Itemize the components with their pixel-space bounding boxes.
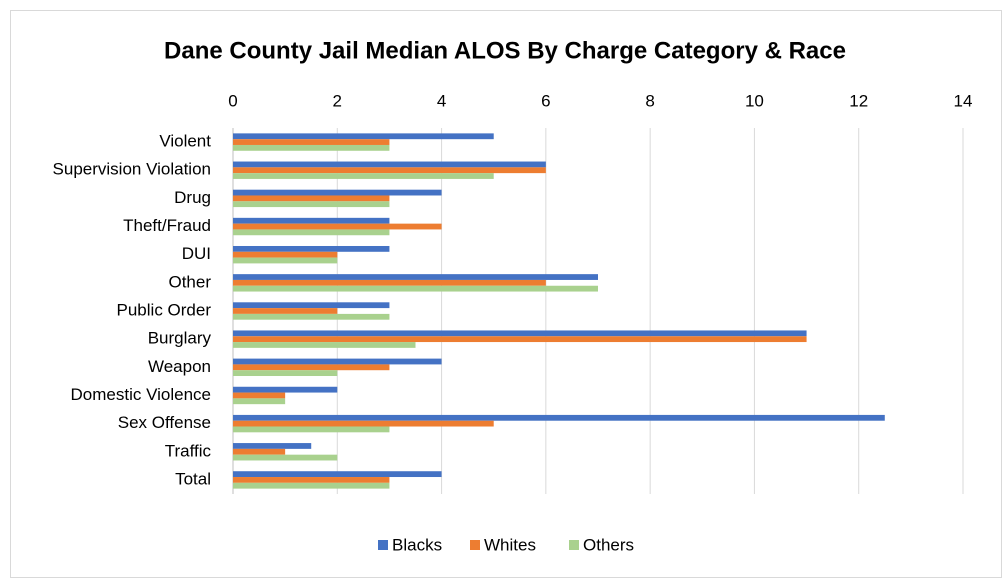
legend-label: Whites: [484, 535, 536, 554]
bar: [233, 330, 807, 337]
bar: [233, 336, 807, 343]
y-tick-label: Drug: [174, 188, 211, 207]
bar: [233, 139, 390, 145]
y-tick-label: Supervision Violation: [53, 160, 211, 179]
bar: [233, 358, 442, 365]
y-tick-label: Other: [168, 272, 211, 291]
bar: [233, 482, 390, 489]
legend-swatch: [470, 540, 480, 550]
bar: [233, 308, 338, 314]
x-tick-label: 4: [437, 91, 446, 110]
bar: [233, 274, 598, 280]
legend-label: Others: [583, 535, 634, 554]
y-tick-label: DUI: [182, 244, 211, 263]
legend-swatch: [569, 540, 579, 550]
bar: [233, 392, 286, 399]
bar: [233, 448, 286, 455]
x-tick-label: 2: [333, 91, 342, 110]
y-tick-label: Weapon: [148, 357, 211, 376]
y-tick-label: Theft/Fraud: [123, 216, 211, 235]
bar: [233, 217, 390, 224]
x-tick-label: 6: [541, 91, 550, 110]
bar: [233, 279, 546, 286]
y-tick-label: Domestic Violence: [71, 385, 211, 404]
bar: [233, 257, 338, 264]
x-tick-label: 14: [954, 91, 973, 110]
legend-label: Blacks: [392, 535, 442, 554]
bar: [233, 167, 546, 174]
bar: [233, 471, 442, 478]
bar: [233, 313, 390, 320]
x-tick-label: 0: [228, 91, 237, 110]
bar: [233, 161, 546, 168]
chart-border: [10, 10, 1002, 578]
x-tick-label: 10: [745, 91, 764, 110]
bar: [233, 201, 390, 208]
y-tick-label: Traffic: [165, 441, 212, 460]
y-tick-label: Sex Offense: [118, 413, 211, 432]
x-tick-label: 8: [645, 91, 654, 110]
y-tick-label: Public Order: [117, 300, 212, 319]
bar: [233, 223, 442, 230]
bar: [233, 454, 338, 461]
bar: [233, 477, 390, 483]
bar: [233, 195, 390, 202]
bar: [233, 251, 338, 258]
bar: [233, 245, 390, 252]
bar: [233, 285, 598, 292]
x-tick-label: 12: [849, 91, 868, 110]
y-tick-label: Burglary: [148, 329, 212, 348]
bar: [233, 364, 390, 371]
bar: [233, 386, 338, 393]
bar: [233, 420, 494, 427]
bar: [233, 229, 390, 236]
bar: [233, 370, 338, 377]
chart-title: Dane County Jail Median ALOS By Charge C…: [164, 37, 846, 64]
y-tick-label: Total: [175, 469, 211, 488]
bar: [233, 133, 494, 140]
bar: [233, 426, 390, 433]
y-tick-label: Violent: [159, 132, 211, 151]
bar: [233, 342, 416, 348]
bar: [233, 189, 442, 196]
legend-swatch: [378, 540, 388, 550]
bar: [233, 302, 390, 309]
bar: [233, 398, 286, 405]
bar: [233, 443, 312, 449]
bar: [233, 173, 494, 179]
bar: [233, 144, 390, 151]
bar: [233, 414, 885, 421]
